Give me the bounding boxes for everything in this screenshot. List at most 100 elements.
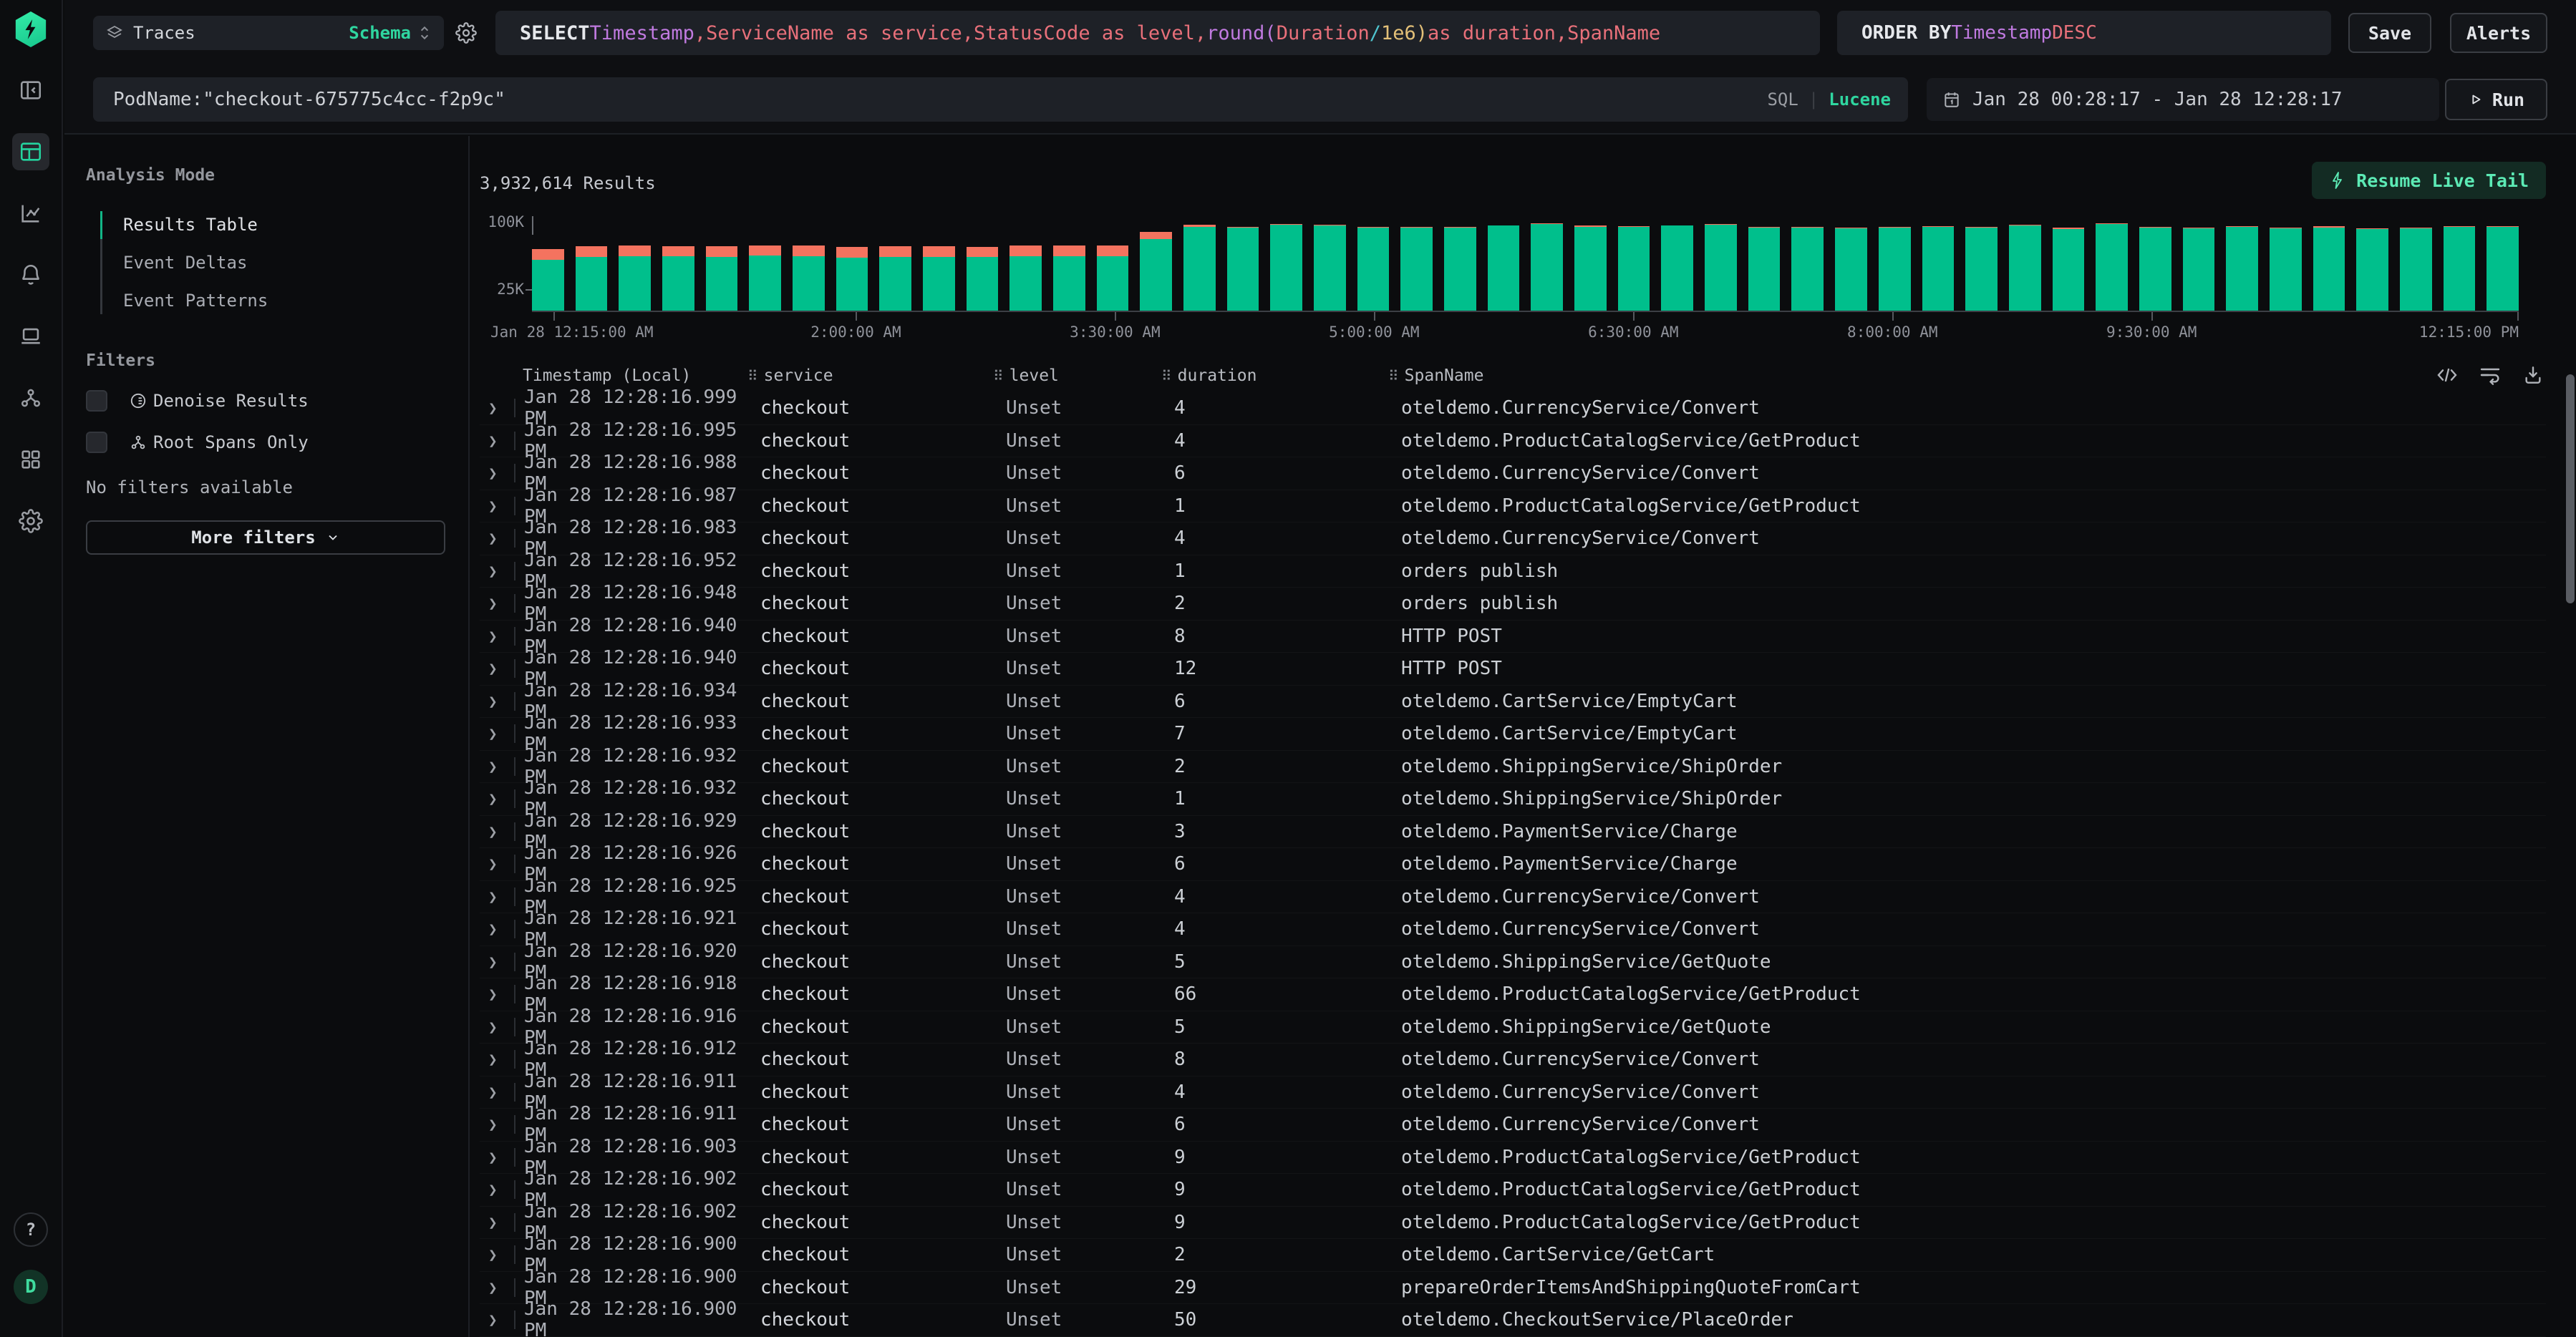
save-button[interactable]: Save: [2348, 13, 2431, 53]
table-row[interactable]: ❯ Jan 28 12:28:16.900 PM checkout Unset 2 ote…: [480, 1233, 2546, 1276]
window-scrollbar[interactable]: [2566, 374, 2575, 603]
expand-row-icon[interactable]: ❯: [488, 1213, 498, 1231]
histogram-bar[interactable]: [836, 247, 868, 311]
histogram-bar[interactable]: [1270, 223, 1303, 311]
table-row[interactable]: ❯ Jan 28 12:28:16.933 PM checkout Unset 7 ote…: [480, 712, 2546, 755]
histogram-bar[interactable]: [1444, 226, 1476, 311]
nav-settings[interactable]: [12, 502, 49, 540]
histogram-bar[interactable]: [2487, 225, 2519, 311]
expand-row-icon[interactable]: ❯: [488, 1018, 498, 1036]
histogram-bar[interactable]: [1791, 227, 1824, 311]
column-header-level[interactable]: ⠿ level: [986, 366, 1154, 385]
histogram-bar[interactable]: [1400, 227, 1433, 311]
histogram-bar[interactable]: [1226, 226, 1259, 311]
analysis-mode-item[interactable]: Event Deltas: [123, 253, 248, 273]
nav-search-active[interactable]: [12, 133, 49, 170]
denoise-results-option[interactable]: Denoise Results: [86, 390, 445, 412]
histogram-bar[interactable]: [2356, 228, 2388, 311]
source-settings-button[interactable]: [455, 22, 477, 44]
histogram-bar[interactable]: [575, 246, 608, 311]
expand-row-icon[interactable]: ❯: [488, 1083, 498, 1101]
expand-row-icon[interactable]: ❯: [488, 692, 498, 710]
histogram-bar[interactable]: [662, 246, 694, 311]
table-row[interactable]: ❯ Jan 28 12:28:16.912 PM checkout Unset 8 ote…: [480, 1038, 2546, 1081]
expand-row-icon[interactable]: ❯: [488, 562, 498, 580]
expand-row-icon[interactable]: ❯: [488, 1311, 498, 1329]
histogram-bar[interactable]: [879, 246, 912, 311]
histogram-bar[interactable]: [1748, 227, 1781, 311]
resume-live-tail-button[interactable]: Resume Live Tail: [2312, 162, 2546, 199]
table-row[interactable]: ❯ Jan 28 12:28:16.952 PM checkout Unset 1 ord…: [480, 550, 2546, 593]
expand-row-icon[interactable]: ❯: [488, 595, 498, 613]
histogram-bar[interactable]: [2313, 226, 2345, 311]
expand-row-icon[interactable]: ❯: [488, 432, 498, 449]
table-row[interactable]: ❯ Jan 28 12:28:16.932 PM checkout Unset 2 ote…: [480, 745, 2546, 788]
histogram-bar[interactable]: [966, 247, 999, 311]
table-row[interactable]: ❯ Jan 28 12:28:16.921 PM checkout Unset 4 ote…: [480, 908, 2546, 951]
toggle-sql[interactable]: SQL: [1767, 89, 1798, 110]
expand-row-icon[interactable]: ❯: [488, 1051, 498, 1069]
results-histogram[interactable]: 100K 25K Jan 28 12:15:00 AM 2:00:00 AM 3:3…: [480, 209, 2546, 342]
table-row[interactable]: ❯ Jan 28 12:28:16.934 PM checkout Unset 6 ote…: [480, 680, 2546, 723]
expand-row-icon[interactable]: ❯: [488, 530, 498, 548]
table-row[interactable]: ❯ Jan 28 12:28:16.902 PM checkout Unset 9 ote…: [480, 1201, 2546, 1244]
histogram-bar[interactable]: [2008, 225, 2041, 311]
expand-row-icon[interactable]: ❯: [488, 1148, 498, 1166]
expand-row-icon[interactable]: ❯: [488, 822, 498, 840]
histogram-bar[interactable]: [923, 246, 955, 311]
expand-row-icon[interactable]: ❯: [488, 888, 498, 905]
nav-sessions[interactable]: [12, 318, 49, 355]
histogram-bar[interactable]: [2443, 225, 2476, 311]
drag-handle-icon[interactable]: ⠿: [993, 367, 1004, 384]
analysis-mode-item[interactable]: Event Patterns: [123, 291, 268, 311]
nav-alerts[interactable]: [12, 256, 49, 293]
histogram-bar[interactable]: [1357, 227, 1390, 311]
table-row[interactable]: ❯ Jan 28 12:28:16.918 PM checkout Unset 66 ot…: [480, 973, 2546, 1016]
histogram-bar[interactable]: [1661, 225, 1694, 311]
expand-row-icon[interactable]: ❯: [488, 1181, 498, 1199]
table-row[interactable]: ❯ Jan 28 12:28:16.911 PM checkout Unset 6 ote…: [480, 1103, 2546, 1146]
histogram-bar[interactable]: [1053, 245, 1085, 311]
language-toggle[interactable]: SQL | Lucene: [1767, 89, 1891, 110]
histogram-bar[interactable]: [2226, 225, 2258, 311]
expand-row-icon[interactable]: ❯: [488, 855, 498, 873]
table-row[interactable]: ❯ Jan 28 12:28:16.988 PM checkout Unset 6 ote…: [480, 452, 2546, 495]
view-source-button[interactable]: [2436, 364, 2459, 386]
column-header-service[interactable]: ⠿ service: [747, 366, 986, 385]
expand-row-icon[interactable]: ❯: [488, 1278, 498, 1296]
histogram-bar[interactable]: [1314, 225, 1346, 311]
table-row[interactable]: ❯ Jan 28 12:28:16.983 PM checkout Unset 4 ote…: [480, 517, 2546, 560]
expand-row-icon[interactable]: ❯: [488, 1116, 498, 1134]
table-row[interactable]: ❯ Jan 28 12:28:16.903 PM checkout Unset 9 ote…: [480, 1136, 2546, 1179]
table-row[interactable]: ❯ Jan 28 12:28:16.995 PM checkout Unset 4 ote…: [480, 419, 2546, 462]
histogram-bar[interactable]: [1140, 232, 1173, 311]
expand-row-icon[interactable]: ❯: [488, 399, 498, 417]
histogram-bar[interactable]: [2182, 228, 2215, 311]
histogram-bar[interactable]: [2399, 228, 2432, 311]
nav-chart-explorer[interactable]: [12, 195, 49, 232]
help-button[interactable]: ?: [14, 1212, 48, 1247]
histogram-bar[interactable]: [1009, 245, 1042, 311]
histogram-bar[interactable]: [1965, 227, 1998, 311]
histogram-bar[interactable]: [619, 245, 652, 311]
histogram-bar[interactable]: [705, 246, 738, 311]
histogram-bar[interactable]: [1617, 225, 1650, 311]
histogram-bar[interactable]: [1705, 223, 1737, 311]
user-avatar[interactable]: D: [14, 1270, 48, 1304]
histogram-bar[interactable]: [749, 245, 782, 311]
table-row[interactable]: ❯ Jan 28 12:28:16.940 PM checkout Unset 8 HTT…: [480, 615, 2546, 658]
histogram-bar[interactable]: [1183, 225, 1216, 311]
table-row[interactable]: ❯ Jan 28 12:28:16.987 PM checkout Unset 1 ote…: [480, 485, 2546, 527]
expand-row-icon[interactable]: ❯: [488, 986, 498, 1003]
alerts-button[interactable]: Alerts: [2450, 13, 2547, 53]
toggle-lucene[interactable]: Lucene: [1829, 89, 1891, 110]
expand-row-icon[interactable]: ❯: [488, 660, 498, 678]
expand-row-icon[interactable]: ❯: [488, 497, 498, 515]
table-row[interactable]: ❯ Jan 28 12:28:16.911 PM checkout Unset 4 ote…: [480, 1071, 2546, 1114]
histogram-bar[interactable]: [1835, 228, 1867, 311]
histogram-bar[interactable]: [1922, 225, 1955, 311]
analysis-mode-item[interactable]: Results Table: [100, 206, 445, 244]
drag-handle-icon[interactable]: ⠿: [1388, 367, 1399, 384]
expand-row-icon[interactable]: ❯: [488, 1246, 498, 1264]
histogram-bar[interactable]: [532, 248, 564, 311]
